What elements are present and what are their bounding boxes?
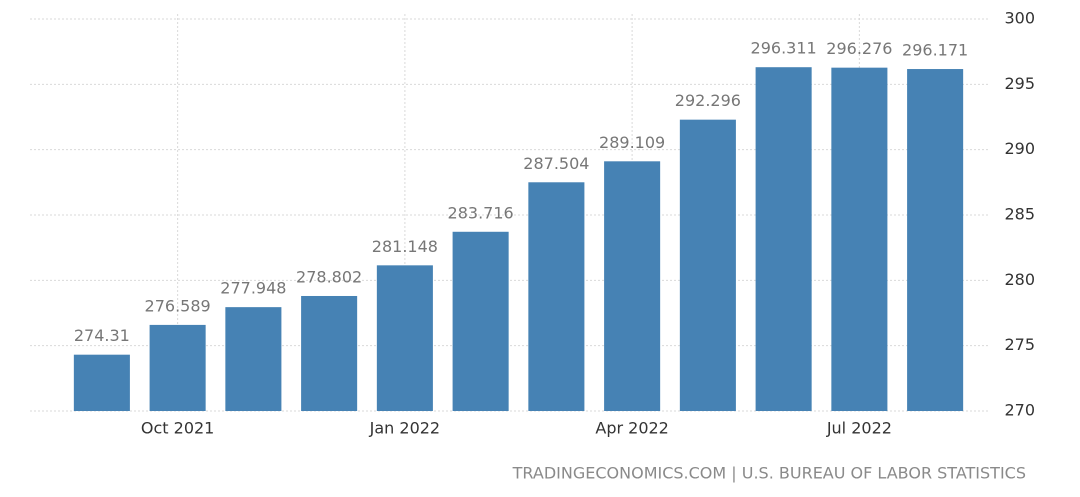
- bar: [301, 295, 358, 411]
- bar: [907, 69, 964, 412]
- y-tick-label: 275: [1004, 335, 1035, 354]
- value-label: 296.171: [902, 41, 968, 60]
- bar: [755, 67, 812, 411]
- y-tick-label: 270: [1004, 401, 1035, 420]
- value-label: 276.589: [145, 296, 211, 315]
- x-tick-label: Jan 2022: [369, 419, 440, 438]
- y-tick-label: 295: [1004, 74, 1035, 93]
- source: TRADINGECONOMICS.COM | U.S. BUREAU OF LA…: [512, 464, 1026, 483]
- bar: [452, 231, 509, 411]
- y-tick-label: 300: [1004, 9, 1035, 28]
- value-label: 283.716: [448, 203, 514, 222]
- x-tick-label: Jul 2022: [826, 419, 892, 438]
- bar: [679, 119, 736, 412]
- value-label: 296.276: [826, 39, 892, 58]
- value-label: 277.948: [220, 279, 286, 298]
- value-label: 278.802: [296, 267, 362, 286]
- value-label: 287.504: [523, 154, 589, 173]
- value-label: 292.296: [675, 91, 741, 110]
- bar: [225, 307, 282, 411]
- value-label: 274.31: [74, 326, 130, 345]
- value-label: 296.311: [751, 39, 817, 58]
- value-label: 281.148: [372, 237, 438, 256]
- bar: [831, 67, 888, 411]
- value-label: 289.109: [599, 133, 665, 152]
- bar: [149, 324, 206, 411]
- bar: [528, 182, 585, 411]
- bar: [73, 354, 130, 411]
- bar: [604, 161, 661, 411]
- x-tick-label: Oct 2021: [141, 419, 214, 438]
- bar: [376, 265, 433, 411]
- y-tick-label: 290: [1004, 139, 1035, 158]
- y-tick-label: 285: [1004, 205, 1035, 224]
- y-tick-label: 280: [1004, 270, 1035, 289]
- x-tick-label: Apr 2022: [595, 419, 668, 438]
